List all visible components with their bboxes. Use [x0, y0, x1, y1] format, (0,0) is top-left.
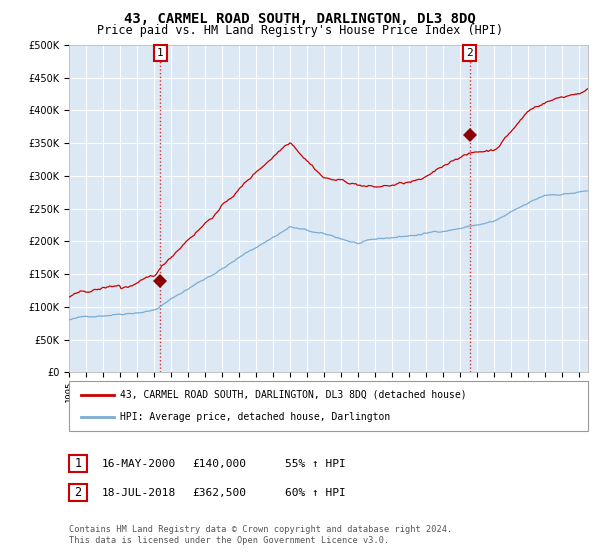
Text: 16-MAY-2000: 16-MAY-2000 [102, 459, 176, 469]
Text: Contains HM Land Registry data © Crown copyright and database right 2024.
This d: Contains HM Land Registry data © Crown c… [69, 525, 452, 545]
Text: 43, CARMEL ROAD SOUTH, DARLINGTON, DL3 8DQ (detached house): 43, CARMEL ROAD SOUTH, DARLINGTON, DL3 8… [120, 390, 467, 400]
Text: 55% ↑ HPI: 55% ↑ HPI [285, 459, 346, 469]
Text: 43, CARMEL ROAD SOUTH, DARLINGTON, DL3 8DQ: 43, CARMEL ROAD SOUTH, DARLINGTON, DL3 8… [124, 12, 476, 26]
Text: 2: 2 [466, 48, 473, 58]
Text: 60% ↑ HPI: 60% ↑ HPI [285, 488, 346, 498]
Text: HPI: Average price, detached house, Darlington: HPI: Average price, detached house, Darl… [120, 412, 390, 422]
Text: 1: 1 [74, 457, 82, 470]
Text: £140,000: £140,000 [192, 459, 246, 469]
Text: 1: 1 [157, 48, 164, 58]
Text: Price paid vs. HM Land Registry's House Price Index (HPI): Price paid vs. HM Land Registry's House … [97, 24, 503, 37]
Text: 18-JUL-2018: 18-JUL-2018 [102, 488, 176, 498]
Text: £362,500: £362,500 [192, 488, 246, 498]
Text: 2: 2 [74, 486, 82, 500]
